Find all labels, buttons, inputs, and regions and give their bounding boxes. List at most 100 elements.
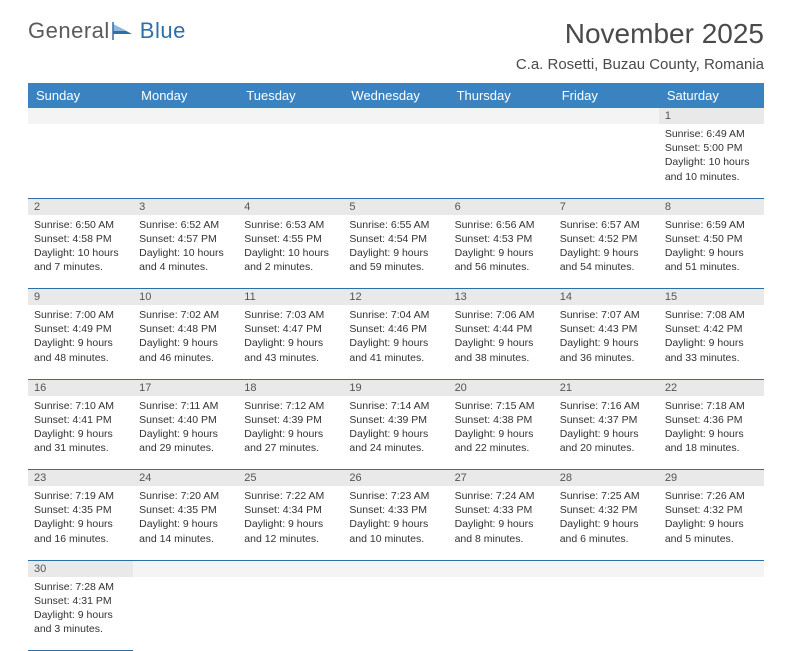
day-number-cell: 23 [28,470,133,487]
day-details: Sunrise: 7:06 AMSunset: 4:44 PMDaylight:… [449,305,554,371]
day-number-cell: 18 [238,379,343,396]
weekday-header: Sunday [28,83,133,108]
day-cell [343,124,448,198]
day-cell: Sunrise: 7:24 AMSunset: 4:33 PMDaylight:… [449,486,554,560]
day-number-row: 30 [28,560,764,577]
day-cell: Sunrise: 7:25 AMSunset: 4:32 PMDaylight:… [554,486,659,560]
day-cell [238,124,343,198]
day-cell: Sunrise: 7:10 AMSunset: 4:41 PMDaylight:… [28,396,133,470]
day-number-cell: 1 [659,108,764,124]
day-number-cell: 4 [238,198,343,215]
day-cell: Sunrise: 6:53 AMSunset: 4:55 PMDaylight:… [238,215,343,289]
day-number-cell [133,108,238,124]
day-details: Sunrise: 6:53 AMSunset: 4:55 PMDaylight:… [238,215,343,281]
day-cell: Sunrise: 7:19 AMSunset: 4:35 PMDaylight:… [28,486,133,560]
day-cell: Sunrise: 7:28 AMSunset: 4:31 PMDaylight:… [28,577,133,651]
day-cell: Sunrise: 7:11 AMSunset: 4:40 PMDaylight:… [133,396,238,470]
calendar-body: 1Sunrise: 6:49 AMSunset: 5:00 PMDaylight… [28,108,764,651]
day-details: Sunrise: 6:52 AMSunset: 4:57 PMDaylight:… [133,215,238,281]
day-details: Sunrise: 7:08 AMSunset: 4:42 PMDaylight:… [659,305,764,371]
day-cell: Sunrise: 7:08 AMSunset: 4:42 PMDaylight:… [659,305,764,379]
day-number-cell: 24 [133,470,238,487]
day-number-row: 16171819202122 [28,379,764,396]
day-number-cell: 21 [554,379,659,396]
day-details: Sunrise: 7:28 AMSunset: 4:31 PMDaylight:… [28,577,133,643]
day-content-row: Sunrise: 7:00 AMSunset: 4:49 PMDaylight:… [28,305,764,379]
day-number-cell: 2 [28,198,133,215]
day-details: Sunrise: 7:16 AMSunset: 4:37 PMDaylight:… [554,396,659,462]
day-number-cell: 16 [28,379,133,396]
day-number-cell: 25 [238,470,343,487]
header: General Blue November 2025 C.a. Rosetti,… [28,18,764,73]
location: C.a. Rosetti, Buzau County, Romania [516,56,764,73]
day-number-cell: 13 [449,289,554,306]
weekday-header-row: SundayMondayTuesdayWednesdayThursdayFrid… [28,83,764,108]
day-cell: Sunrise: 7:00 AMSunset: 4:49 PMDaylight:… [28,305,133,379]
day-content-row: Sunrise: 7:10 AMSunset: 4:41 PMDaylight:… [28,396,764,470]
day-details: Sunrise: 7:19 AMSunset: 4:35 PMDaylight:… [28,486,133,552]
day-number-cell [343,108,448,124]
day-number-cell [28,108,133,124]
day-cell: Sunrise: 6:59 AMSunset: 4:50 PMDaylight:… [659,215,764,289]
day-number-cell: 6 [449,198,554,215]
day-details: Sunrise: 7:23 AMSunset: 4:33 PMDaylight:… [343,486,448,552]
day-content-row: Sunrise: 7:28 AMSunset: 4:31 PMDaylight:… [28,577,764,651]
day-number-cell: 19 [343,379,448,396]
day-number-cell: 15 [659,289,764,306]
day-number-cell [449,560,554,577]
day-number-cell: 22 [659,379,764,396]
calendar-table: SundayMondayTuesdayWednesdayThursdayFrid… [28,83,764,651]
day-cell [449,577,554,651]
day-number-cell: 7 [554,198,659,215]
day-details: Sunrise: 7:20 AMSunset: 4:35 PMDaylight:… [133,486,238,552]
day-number-cell: 14 [554,289,659,306]
day-details: Sunrise: 7:00 AMSunset: 4:49 PMDaylight:… [28,305,133,371]
day-number-cell: 20 [449,379,554,396]
day-number-cell: 28 [554,470,659,487]
day-details: Sunrise: 7:11 AMSunset: 4:40 PMDaylight:… [133,396,238,462]
day-cell: Sunrise: 7:16 AMSunset: 4:37 PMDaylight:… [554,396,659,470]
weekday-header: Saturday [659,83,764,108]
logo-text-a: General [28,18,110,44]
day-cell: Sunrise: 7:20 AMSunset: 4:35 PMDaylight:… [133,486,238,560]
weekday-header: Wednesday [343,83,448,108]
day-details: Sunrise: 7:07 AMSunset: 4:43 PMDaylight:… [554,305,659,371]
day-cell: Sunrise: 7:07 AMSunset: 4:43 PMDaylight:… [554,305,659,379]
day-cell [659,577,764,651]
day-cell [133,124,238,198]
day-number-cell [554,560,659,577]
day-details: Sunrise: 7:14 AMSunset: 4:39 PMDaylight:… [343,396,448,462]
day-cell: Sunrise: 7:18 AMSunset: 4:36 PMDaylight:… [659,396,764,470]
day-number-cell: 9 [28,289,133,306]
day-details: Sunrise: 7:12 AMSunset: 4:39 PMDaylight:… [238,396,343,462]
day-details: Sunrise: 7:15 AMSunset: 4:38 PMDaylight:… [449,396,554,462]
weekday-header: Tuesday [238,83,343,108]
day-number-cell [659,560,764,577]
day-cell: Sunrise: 6:52 AMSunset: 4:57 PMDaylight:… [133,215,238,289]
day-number-row: 9101112131415 [28,289,764,306]
day-details: Sunrise: 6:59 AMSunset: 4:50 PMDaylight:… [659,215,764,281]
day-content-row: Sunrise: 6:49 AMSunset: 5:00 PMDaylight:… [28,124,764,198]
day-number-cell: 30 [28,560,133,577]
day-cell [238,577,343,651]
day-number-row: 2345678 [28,198,764,215]
day-cell: Sunrise: 7:12 AMSunset: 4:39 PMDaylight:… [238,396,343,470]
day-cell: Sunrise: 7:15 AMSunset: 4:38 PMDaylight:… [449,396,554,470]
day-number-row: 1 [28,108,764,124]
weekday-header: Monday [133,83,238,108]
day-details: Sunrise: 7:04 AMSunset: 4:46 PMDaylight:… [343,305,448,371]
day-cell: Sunrise: 7:03 AMSunset: 4:47 PMDaylight:… [238,305,343,379]
weekday-header: Thursday [449,83,554,108]
day-cell: Sunrise: 6:57 AMSunset: 4:52 PMDaylight:… [554,215,659,289]
title-block: November 2025 C.a. Rosetti, Buzau County… [516,18,764,73]
day-cell: Sunrise: 7:06 AMSunset: 4:44 PMDaylight:… [449,305,554,379]
day-cell: Sunrise: 7:26 AMSunset: 4:32 PMDaylight:… [659,486,764,560]
day-details: Sunrise: 6:49 AMSunset: 5:00 PMDaylight:… [659,124,764,190]
day-details: Sunrise: 7:03 AMSunset: 4:47 PMDaylight:… [238,305,343,371]
day-number-cell [343,560,448,577]
day-cell: Sunrise: 6:49 AMSunset: 5:00 PMDaylight:… [659,124,764,198]
day-details: Sunrise: 7:22 AMSunset: 4:34 PMDaylight:… [238,486,343,552]
day-cell [133,577,238,651]
day-details: Sunrise: 6:50 AMSunset: 4:58 PMDaylight:… [28,215,133,281]
day-cell [449,124,554,198]
